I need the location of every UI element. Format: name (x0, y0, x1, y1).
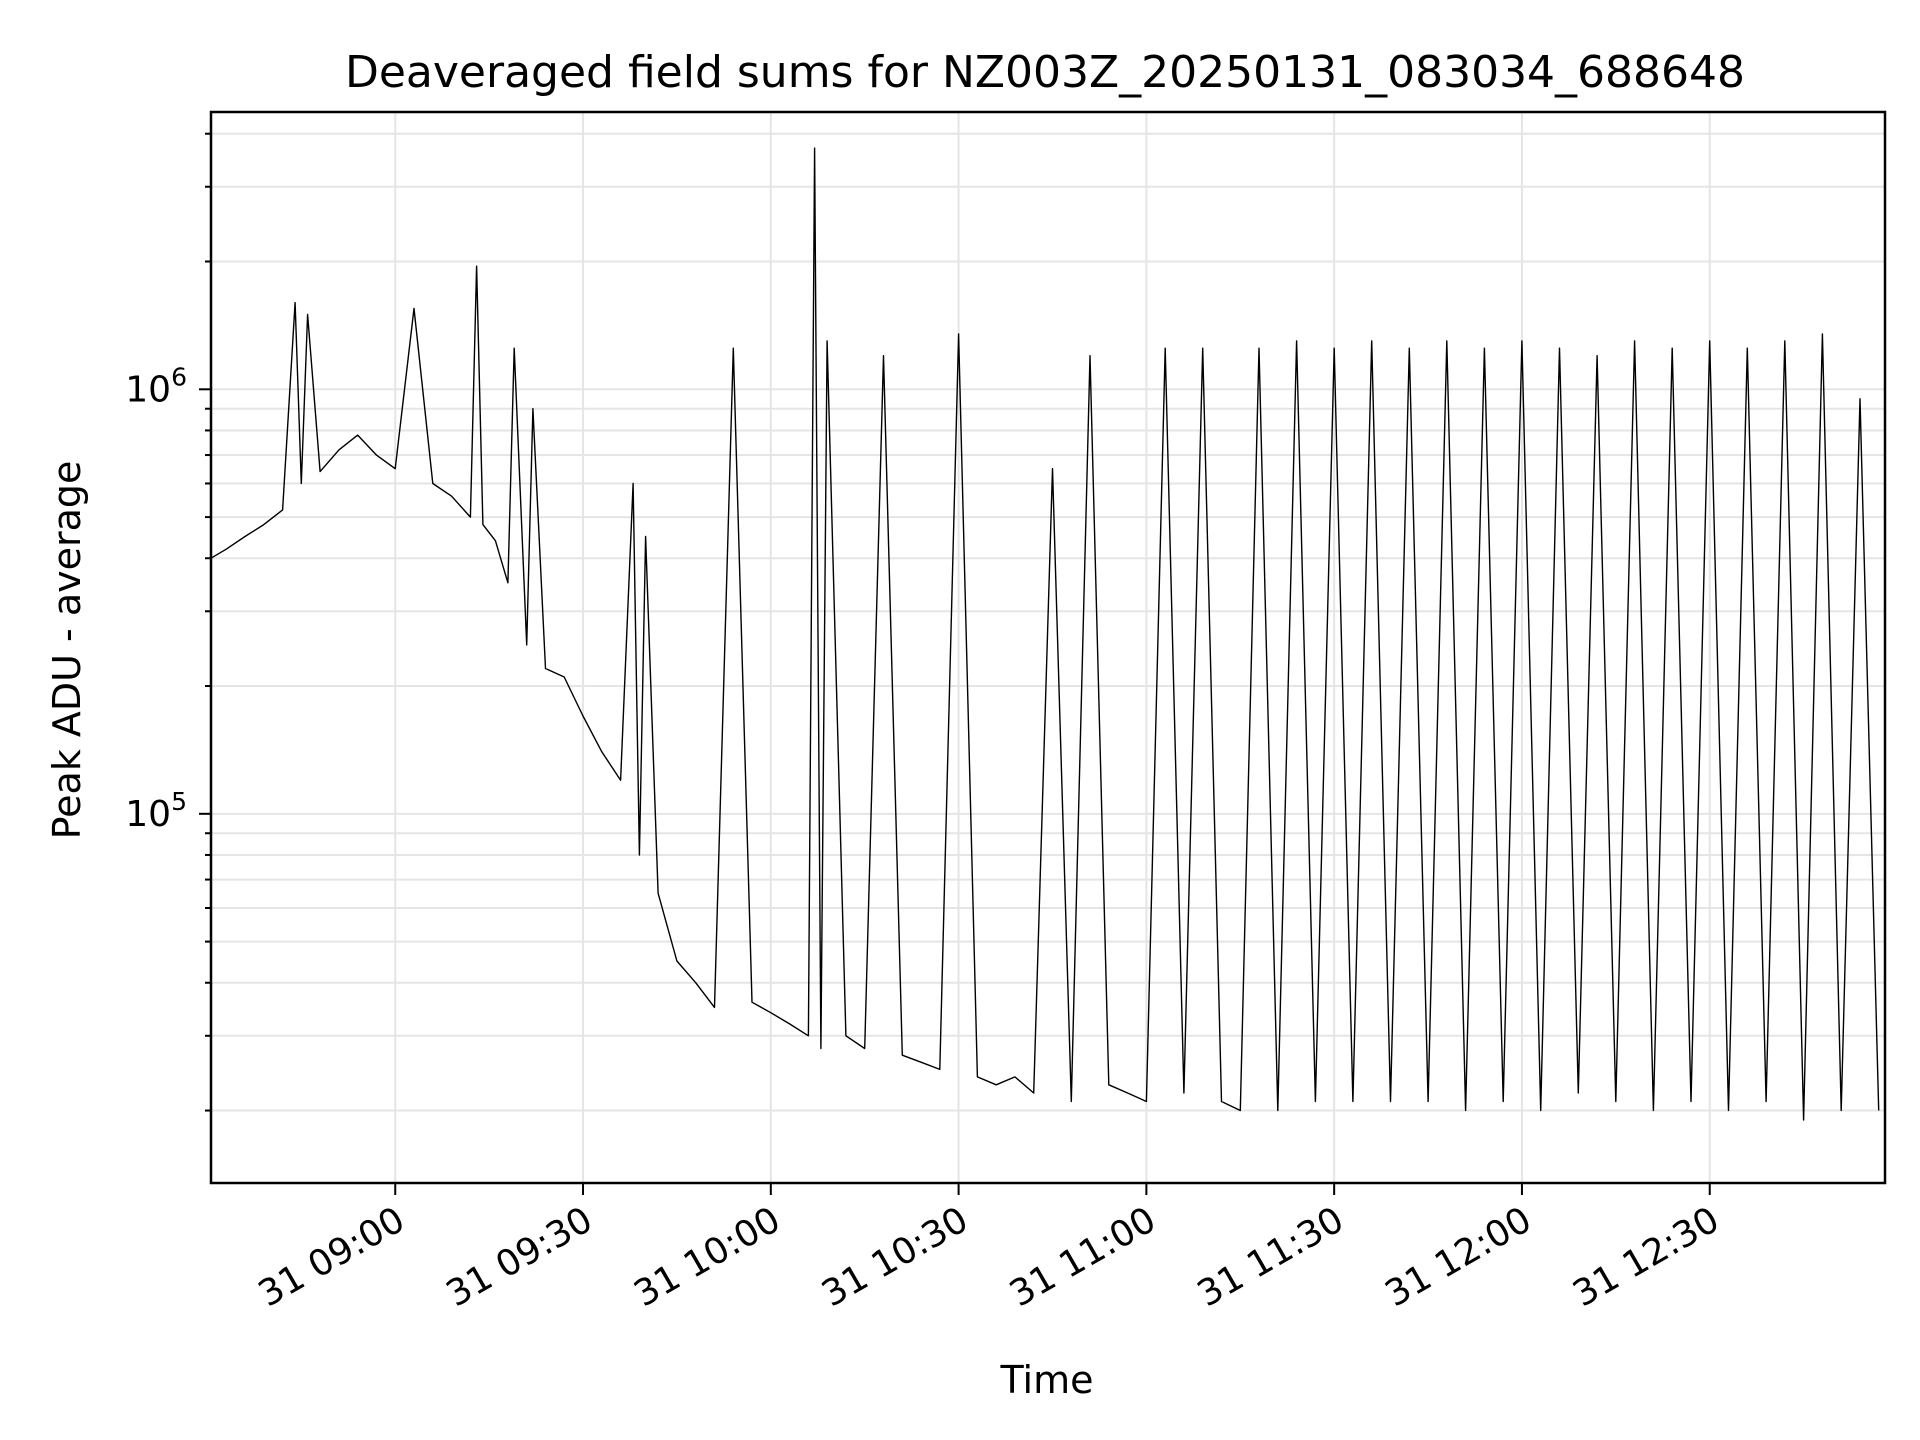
grid-lines (211, 112, 1885, 1183)
plot-frame (209, 110, 1887, 1185)
chart-title: Deaveraged field sums for NZ003Z_2025013… (345, 47, 1745, 98)
y-axis-label: Peak ADU - average (45, 461, 89, 840)
axis-ticks (199, 132, 1711, 1195)
y-tick-base: 10 (125, 369, 171, 410)
x-axis-label: Time (1000, 1358, 1094, 1402)
y-tick-label: 105 (125, 787, 187, 835)
y-tick-base: 10 (125, 794, 171, 835)
data-series (210, 147, 1880, 1121)
y-tick-exponent: 6 (171, 362, 187, 391)
y-tick-label: 106 (125, 362, 187, 410)
series-line (210, 147, 1880, 1121)
y-tick-exponent: 5 (171, 787, 187, 816)
